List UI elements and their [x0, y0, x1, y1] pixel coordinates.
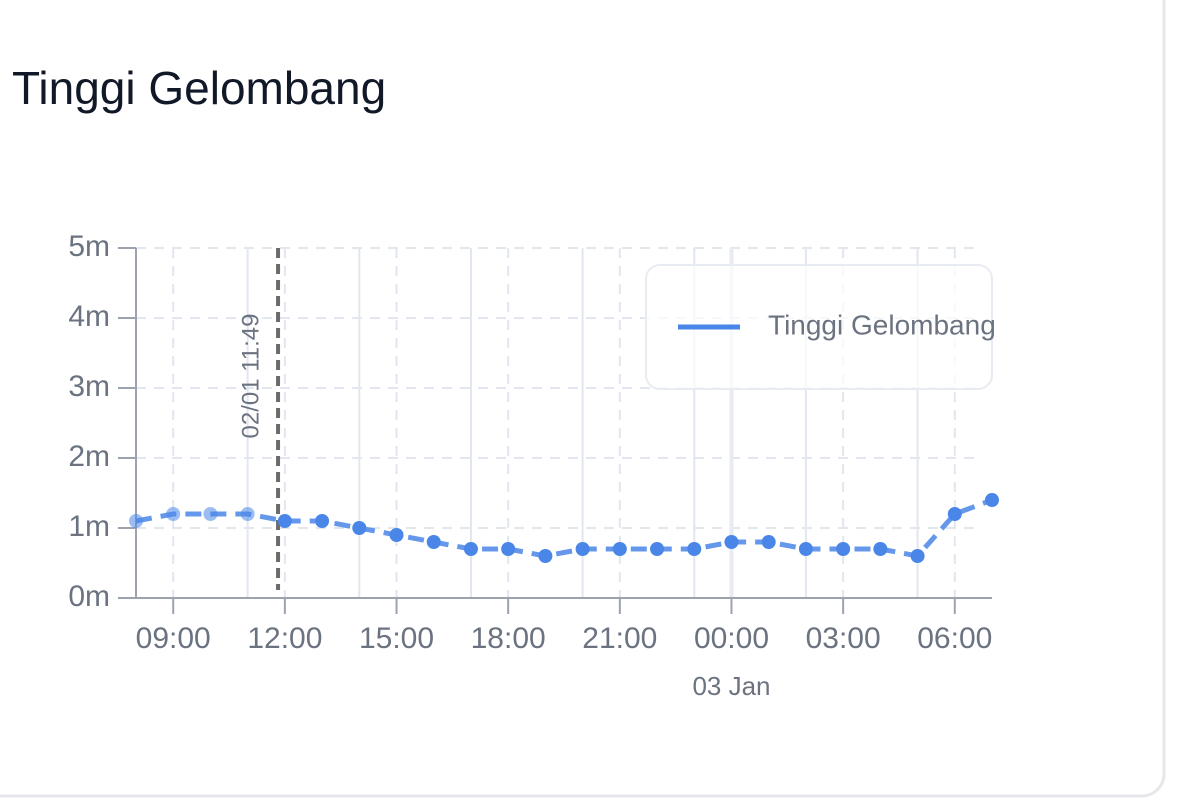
chart-title: Tinggi Gelombang [12, 62, 386, 114]
data-point [836, 542, 851, 556]
data-point [203, 507, 218, 521]
x-tick-label: 18:00 [471, 622, 546, 655]
y-tick-label: 1m [68, 510, 110, 543]
legend-label: Tinggi Gelombang [768, 309, 996, 340]
y-tick-label: 4m [68, 300, 110, 333]
now-marker-label: 02/01 11:49 [237, 313, 264, 438]
data-point [910, 549, 925, 563]
data-point [166, 507, 181, 521]
data-point [873, 542, 888, 556]
legend-box [645, 264, 993, 390]
data-point [687, 542, 702, 556]
data-point [575, 542, 590, 556]
data-point [538, 549, 553, 563]
x-tick-label: 15:00 [359, 622, 434, 655]
data-point [724, 535, 739, 549]
data-point [352, 521, 367, 535]
series-line [135, 497, 993, 559]
date-label: 03 Jan [692, 671, 770, 701]
y-tick-label: 2m [68, 440, 110, 473]
data-point [277, 514, 292, 528]
y-tick-label: 3m [68, 370, 110, 403]
data-point [612, 542, 627, 556]
x-tick-label: 06:00 [917, 622, 992, 655]
data-point [315, 514, 330, 528]
y-tick-label: 0m [68, 580, 110, 613]
data-point [389, 528, 404, 542]
data-point [650, 542, 665, 556]
x-tick-label: 03:00 [806, 622, 881, 655]
data-point [985, 493, 999, 507]
data-point [240, 507, 255, 521]
x-tick-label: 12:00 [247, 622, 322, 655]
data-point [798, 542, 813, 556]
x-tick-label: 09:00 [136, 622, 211, 655]
x-tick-label: 21:00 [582, 622, 657, 655]
data-point [426, 535, 441, 549]
x-tick-label: 00:00 [694, 622, 769, 655]
data-point [947, 507, 962, 521]
data-point [129, 514, 143, 528]
data-point [463, 542, 478, 556]
data-point [761, 535, 776, 549]
data-point [501, 542, 516, 556]
y-tick-label: 5m [68, 230, 110, 263]
